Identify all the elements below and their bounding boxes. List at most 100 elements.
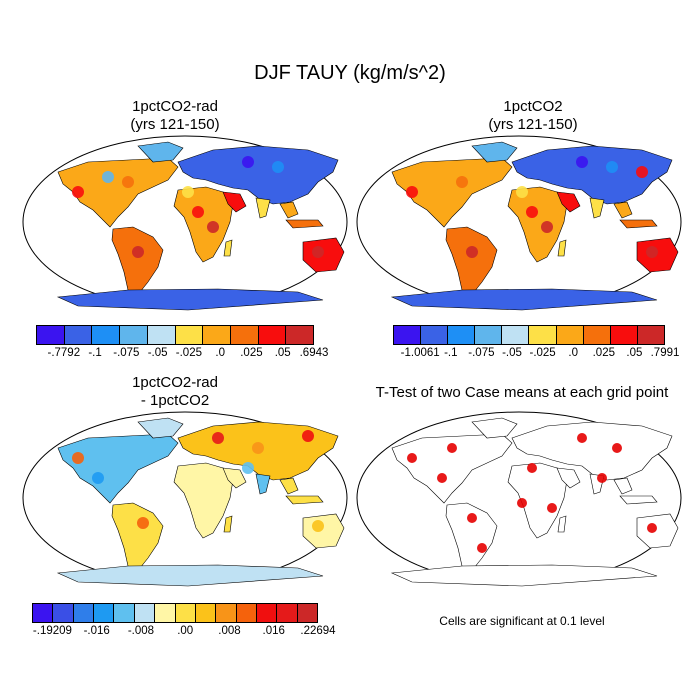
- field-patch: [242, 156, 254, 168]
- significant-cell: [612, 443, 622, 453]
- colorbar-swatch: [286, 326, 314, 344]
- colorbar-swatch: [203, 326, 231, 344]
- colorbar-tick-label: .025: [592, 347, 615, 359]
- field-patch: [576, 156, 588, 168]
- continent-arabia: [556, 191, 581, 213]
- continent-madagascar: [557, 515, 567, 533]
- colorbar-tick-label: -.1: [88, 347, 102, 359]
- colorbar-swatch: [114, 604, 135, 622]
- field-patch: [137, 517, 149, 529]
- significant-cell: [527, 463, 537, 473]
- continent-eurasia: [511, 421, 673, 481]
- continent-india: [589, 197, 605, 219]
- colorbar-swatch: [448, 326, 476, 344]
- map-ttest-fill: [356, 411, 682, 587]
- continent-indonesia: [285, 495, 324, 505]
- panel-title-rad-line1: 1pctCO2-rad: [132, 98, 218, 115]
- colorbar-swatch: [94, 604, 115, 622]
- continent-greenland: [137, 417, 184, 439]
- colorbar-ctl: [393, 325, 665, 345]
- field-patch: [312, 520, 324, 532]
- colorbar-swatch: [147, 326, 176, 344]
- continent-samerica: [111, 226, 164, 298]
- colorbar-swatch: [155, 604, 176, 622]
- continent-madagascar: [223, 239, 233, 257]
- colorbar-diff: [32, 603, 318, 623]
- significant-cell: [477, 543, 487, 553]
- continent-indonesia: [619, 219, 658, 229]
- colorbar-swatch: [216, 604, 237, 622]
- field-patch: [207, 221, 219, 233]
- colorbar-tick-label: .008: [218, 625, 241, 637]
- significant-cell: [577, 433, 587, 443]
- significant-cell: [467, 513, 477, 523]
- colorbar-swatch: [236, 604, 257, 622]
- colorbar-swatch: [134, 604, 156, 622]
- colorbar-swatch: [529, 326, 557, 344]
- continent-seasia: [613, 201, 633, 219]
- map-ctl: [356, 135, 682, 311]
- colorbar-tick-label: .22694: [300, 625, 336, 637]
- field-patch: [92, 472, 104, 484]
- colorbar-swatch: [73, 604, 95, 622]
- colorbar-tick-label: -.19209: [32, 625, 72, 637]
- continent-samerica: [445, 226, 498, 298]
- significant-cell: [597, 473, 607, 483]
- continent-antarctica: [390, 564, 658, 587]
- field-patch: [72, 452, 84, 464]
- colorbar-swatch: [53, 604, 74, 622]
- colorbar-swatch: [637, 326, 664, 344]
- field-patch: [516, 186, 528, 198]
- colorbar-tick-label: .6943: [299, 347, 329, 359]
- significant-cell: [407, 453, 417, 463]
- continent-australia: [302, 237, 345, 273]
- colorbar-tick-label: .025: [240, 347, 263, 359]
- continent-australia: [636, 513, 679, 549]
- colorbar-tick-label: -.025: [175, 347, 202, 359]
- colorbar-tick-label: -.008: [127, 625, 155, 637]
- field-patch: [466, 246, 478, 258]
- field-patch: [242, 462, 254, 474]
- continent-madagascar: [223, 515, 233, 533]
- field-patch: [192, 206, 204, 218]
- figure-title: DJF TAUY (kg/m/s^2): [254, 62, 446, 84]
- field-patch: [132, 246, 144, 258]
- colorbar-swatch: [556, 326, 584, 344]
- continent-seasia: [279, 477, 299, 495]
- colorbar-swatch: [277, 604, 298, 622]
- colorbar-swatch: [120, 326, 148, 344]
- colorbar-swatch: [394, 326, 422, 344]
- field-patch: [272, 161, 284, 173]
- colorbar-tick-label: .0: [568, 347, 578, 359]
- colorbar-swatch: [583, 326, 611, 344]
- continent-greenland: [471, 417, 518, 439]
- field-patch: [406, 186, 418, 198]
- continent-greenland: [137, 141, 184, 163]
- field-patch: [646, 246, 658, 258]
- field-patch: [526, 206, 538, 218]
- map-diff-fill: [22, 411, 348, 587]
- colorbar-swatch: [175, 326, 204, 344]
- colorbar-tick-label: -.7792: [47, 347, 81, 359]
- continent-eurasia: [177, 145, 339, 205]
- colorbar-rad-labels: -.7792 -.1 -.075 -.05 -.025 .0 .025 .05 .6943: [36, 347, 328, 363]
- colorbar-tick-label: -.016: [83, 625, 110, 637]
- continent-arabia: [556, 467, 581, 489]
- colorbar-swatch: [256, 604, 278, 622]
- colorbar-tick-label: -.075: [468, 347, 495, 359]
- field-patch: [252, 442, 264, 454]
- colorbar-swatch: [64, 326, 93, 344]
- colorbar-rad: [36, 325, 314, 345]
- colorbar-tick-label: -.1: [444, 347, 458, 359]
- continent-seasia: [279, 201, 299, 219]
- map-rad: [22, 135, 348, 311]
- colorbar-swatch: [230, 326, 259, 344]
- field-patch: [122, 176, 134, 188]
- map-ttest: [356, 411, 682, 587]
- continent-india: [255, 473, 271, 495]
- significant-cell: [437, 473, 447, 483]
- colorbar-swatch: [195, 604, 217, 622]
- colorbar-swatch: [297, 604, 318, 622]
- continent-india: [255, 197, 271, 219]
- colorbar-tick-label: .7991: [650, 347, 680, 359]
